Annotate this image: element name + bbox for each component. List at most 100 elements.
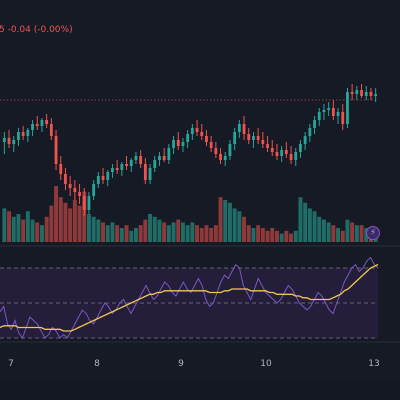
volume-bar <box>49 205 54 242</box>
bottom-toolbar <box>0 380 400 400</box>
volume-bar <box>251 228 256 242</box>
volume-bar <box>284 230 289 242</box>
volume-bar <box>237 211 242 242</box>
volume-bar <box>176 219 181 242</box>
candle-body <box>153 160 157 168</box>
candle-body <box>167 148 171 160</box>
candle-body <box>45 120 49 124</box>
volume-bar <box>331 225 336 242</box>
candle-body <box>228 144 232 156</box>
candle-body <box>327 108 331 110</box>
candle-body <box>355 90 359 94</box>
candle-body <box>78 192 81 196</box>
change-readout: 5 -0.04 (-0.00%) <box>0 25 73 35</box>
candle-body <box>115 168 119 170</box>
volume-bar <box>58 197 63 242</box>
volume-bar <box>2 208 7 242</box>
volume-bar <box>340 230 345 242</box>
candle-body <box>35 124 39 126</box>
volume-bar <box>16 214 21 242</box>
candle-body <box>129 160 133 166</box>
candle-body <box>289 154 293 160</box>
volume-bar <box>260 228 265 242</box>
volume-bar <box>218 197 223 242</box>
volume-bar <box>256 225 261 242</box>
candle-body <box>275 152 279 156</box>
candle-body <box>308 128 312 136</box>
volume-bar <box>354 225 359 242</box>
candle-body <box>200 132 204 136</box>
candle-body <box>364 92 368 96</box>
candle-body <box>237 124 241 132</box>
price-change-text: 5 -0.04 (-0.00%) <box>0 25 73 35</box>
volume-bar <box>11 216 16 242</box>
volume-bar <box>345 219 350 242</box>
rsi-ma-line <box>0 263 379 332</box>
volume-bar <box>124 225 129 242</box>
candle-body <box>360 90 363 96</box>
volume-bar <box>227 202 232 242</box>
volume-bar <box>246 225 251 242</box>
candle-body <box>82 196 86 210</box>
volume-bar <box>129 230 134 242</box>
volume-bar <box>336 228 341 242</box>
volume-bar <box>68 208 73 242</box>
candle-body <box>341 112 345 124</box>
candle-body <box>186 134 190 142</box>
candle-body <box>303 136 307 144</box>
candle-body <box>369 92 373 96</box>
candle-body <box>176 140 180 146</box>
grid <box>0 99 400 343</box>
candle-body <box>106 172 110 180</box>
candle-body <box>219 154 222 160</box>
candle-body <box>64 174 67 184</box>
candle-body <box>261 140 265 144</box>
candle-body <box>73 188 77 192</box>
lightning-button[interactable]: ⚡ <box>366 226 380 240</box>
candle-body <box>134 156 138 160</box>
volume-bar <box>317 216 322 242</box>
volume-bar <box>148 214 153 242</box>
time-axis: 7 8 9 10 13 <box>8 359 380 369</box>
volume-bar <box>213 225 218 242</box>
volume-bar <box>119 228 124 242</box>
candle-body <box>322 110 326 112</box>
volume-bar <box>138 225 143 242</box>
candle-body <box>68 184 72 188</box>
volume-bar <box>265 230 270 242</box>
candle-body <box>143 164 147 180</box>
x-tick-label: 10 <box>260 359 272 369</box>
volume-bar <box>82 191 87 242</box>
candle-body <box>111 168 114 172</box>
candle-body <box>7 138 11 144</box>
volume-bar <box>185 225 190 242</box>
volume-bar <box>91 216 96 242</box>
candle-body <box>40 120 44 126</box>
volume-bar <box>133 228 138 242</box>
candle-body <box>317 112 321 120</box>
candle-body <box>209 142 213 148</box>
candle-body <box>96 176 100 184</box>
volume-bar <box>162 222 167 242</box>
candle-body <box>195 128 199 132</box>
volume-bar <box>199 228 204 242</box>
candle-body <box>172 140 175 148</box>
candle-body <box>49 124 53 136</box>
volume-bar <box>350 222 355 242</box>
candle-body <box>331 108 335 116</box>
volume-bar <box>180 222 185 242</box>
candle-body <box>31 124 34 130</box>
candle-body <box>148 168 152 180</box>
volume-bar <box>77 205 82 242</box>
volume-bar <box>204 225 209 242</box>
volume-bar <box>307 208 312 242</box>
volume-bar <box>289 233 294 242</box>
x-tick-label: 8 <box>94 359 100 369</box>
volume-bar <box>101 222 106 242</box>
volume-bar <box>86 214 91 242</box>
candle-body <box>346 92 349 124</box>
candle-body <box>21 132 25 136</box>
candle-body <box>374 94 378 96</box>
